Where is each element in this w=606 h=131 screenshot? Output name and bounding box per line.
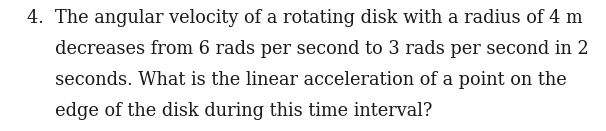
Text: decreases from 6 rads per second to 3 rads per second in 2: decreases from 6 rads per second to 3 ra… [27, 40, 589, 58]
Text: 4.  The angular velocity of a rotating disk with a radius of 4 m: 4. The angular velocity of a rotating di… [27, 9, 583, 27]
Text: seconds. What is the linear acceleration of a point on the: seconds. What is the linear acceleration… [27, 71, 567, 89]
Text: edge of the disk during this time interval?: edge of the disk during this time interv… [27, 102, 433, 119]
